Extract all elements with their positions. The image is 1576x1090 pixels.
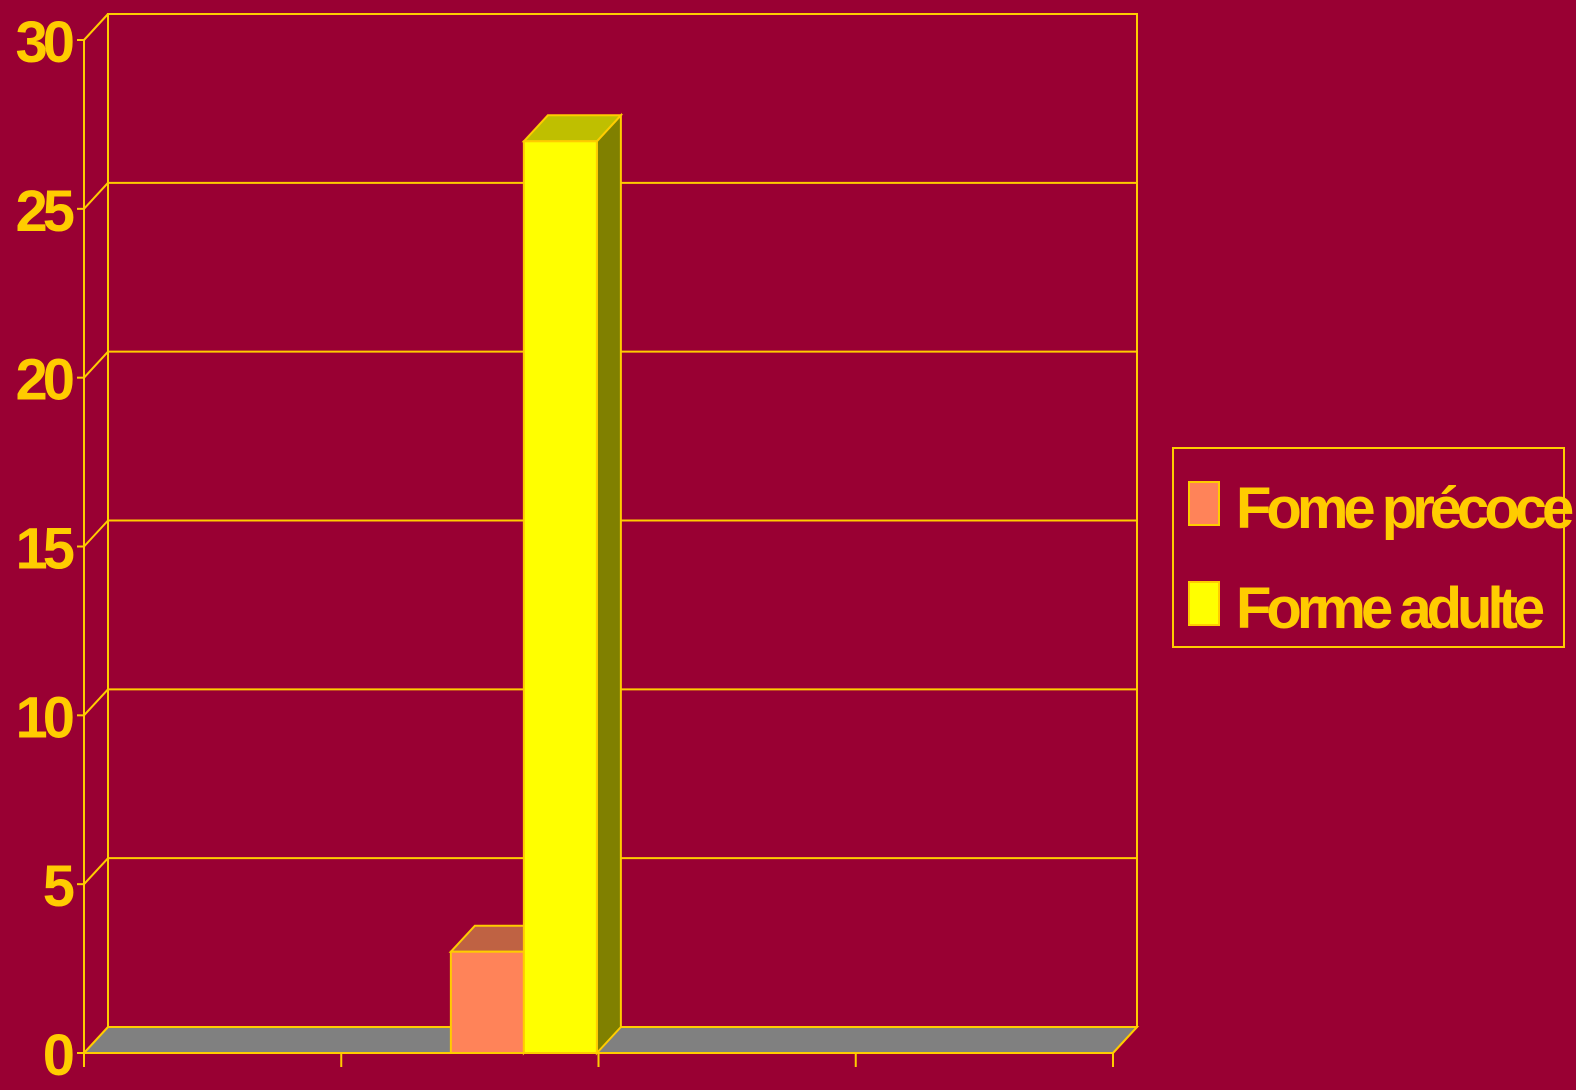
y-side-line [83,1026,109,1054]
y-side-line [83,13,109,41]
legend-swatch [1188,581,1220,626]
y-tick-label: 30 [15,10,72,75]
y-tick-label: 10 [15,685,72,750]
bar [449,950,525,1055]
bar-side [595,112,622,1056]
y-tick-label: 5 [43,854,74,919]
legend-swatch [1188,481,1220,526]
bar [522,140,598,1055]
y-side-line [83,182,109,210]
y-side-line [83,857,109,885]
legend-box [1172,447,1565,648]
y-side-line [83,350,109,379]
y-side-line [83,519,109,548]
y-side-line [83,688,109,717]
y-tick-label: 15 [15,517,73,582]
y-tick-label: 0 [43,1023,73,1085]
legend-label: Fome précoce [1236,476,1573,541]
legend-label: Forme adulte [1236,576,1544,641]
y-tick-label: 20 [15,348,72,413]
y-tick-label: 25 [15,179,73,244]
x-axis-right-depth [1112,1026,1138,1054]
